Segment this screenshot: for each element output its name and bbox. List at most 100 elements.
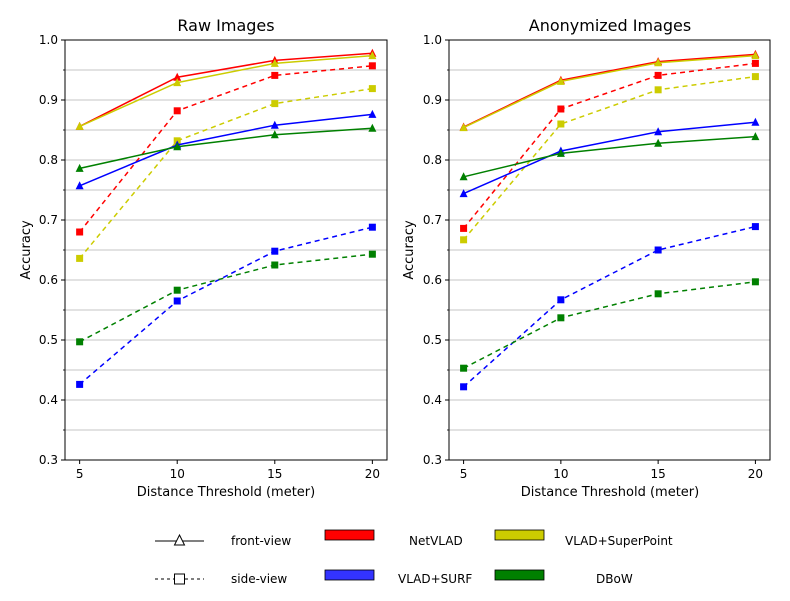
legend: front-view side-view NetVLAD VLAD+SuperP… xyxy=(155,529,673,586)
y-tick-label: 0.6 xyxy=(423,273,442,287)
legend-square-marker xyxy=(174,573,185,585)
square-point xyxy=(460,236,468,244)
anonymized-images-title: Anonymized Images xyxy=(529,16,691,35)
square-point xyxy=(173,286,181,294)
triangle-point xyxy=(556,148,565,157)
y-tick-label: 0.3 xyxy=(39,453,58,467)
legend-dbow-label: DBoW xyxy=(596,572,633,586)
series-line xyxy=(463,121,756,195)
square-point xyxy=(368,62,376,70)
y-tick-label: 0.3 xyxy=(423,453,442,467)
triangle-point xyxy=(751,117,760,126)
anonymized-images-series-vlad-superpoint-front-view xyxy=(459,51,760,132)
square-point xyxy=(751,73,759,81)
square-point xyxy=(557,296,565,304)
square-point xyxy=(368,250,376,258)
x-tick-label: 20 xyxy=(748,467,763,481)
triangle-point xyxy=(270,120,279,129)
raw-images-panel: Raw Images Distance Threshold (meter) Ac… xyxy=(19,16,388,500)
square-point xyxy=(460,383,468,391)
series-line xyxy=(463,135,756,178)
y-tick-label: 0.5 xyxy=(39,333,58,347)
y-tick-label: 0.5 xyxy=(423,333,442,347)
series-line xyxy=(79,54,373,128)
series-line xyxy=(463,281,756,369)
triangle-point xyxy=(459,189,468,198)
series-line xyxy=(79,253,373,343)
y-tick-label: 0.8 xyxy=(423,153,442,167)
triangle-point xyxy=(751,51,760,60)
triangle-point xyxy=(751,132,760,141)
square-point xyxy=(460,364,468,372)
x-tick-label: 10 xyxy=(553,467,568,481)
anonymized-images-series-dbow-side-view xyxy=(460,278,759,372)
square-point xyxy=(173,107,181,115)
anonymized-images-series-vlad-superpoint-side-view xyxy=(460,73,759,244)
legend-netvlad-label: NetVLAD xyxy=(409,534,463,548)
square-point xyxy=(173,297,181,305)
series-line xyxy=(79,65,373,233)
triangle-point xyxy=(368,123,377,132)
square-point xyxy=(271,71,279,79)
legend-side-view: side-view xyxy=(155,572,287,586)
triangle-point xyxy=(75,181,84,190)
triangle-point xyxy=(173,72,182,81)
series-line xyxy=(79,127,373,170)
square-point xyxy=(368,85,376,93)
series-line xyxy=(79,113,373,187)
x-tick-label: 5 xyxy=(76,467,84,481)
raw-images-series-vlad-surf-side-view xyxy=(76,223,376,388)
anonymized-images-grid xyxy=(449,69,770,431)
y-tick-label: 0.9 xyxy=(423,93,442,107)
square-point xyxy=(557,120,565,128)
x-tick-label: 20 xyxy=(365,467,380,481)
x-tick-label: 10 xyxy=(170,467,185,481)
series-line xyxy=(463,53,756,128)
raw-images-series-dbow-front-view xyxy=(75,123,377,172)
triangle-point xyxy=(654,127,663,136)
legend-dbow: DBoW xyxy=(494,569,633,586)
square-point xyxy=(271,261,279,269)
y-tick-label: 0.6 xyxy=(39,273,58,287)
square-point xyxy=(654,86,662,94)
series-line xyxy=(463,54,756,129)
square-point xyxy=(751,59,759,67)
legend-vlad-superpoint: VLAD+SuperPoint xyxy=(494,529,673,548)
legend-vlad-superpoint-label: VLAD+SuperPoint xyxy=(565,534,673,548)
anonymized-images-series-dbow-front-view xyxy=(459,132,760,181)
y-tick-label: 0.9 xyxy=(39,93,58,107)
legend-front-view-label: front-view xyxy=(231,534,291,548)
legend-triangle-marker xyxy=(173,533,186,546)
legend-front-view: front-view xyxy=(155,533,291,548)
legend-vlad-surf: VLAD+SURF xyxy=(324,569,472,586)
square-point xyxy=(654,71,662,79)
triangle-point xyxy=(556,76,565,85)
square-point xyxy=(76,338,84,346)
square-point xyxy=(460,224,468,232)
series-line xyxy=(79,52,373,128)
raw-images-series-netvlad-side-view xyxy=(76,62,376,236)
raw-images-xlabel: Distance Threshold (meter) xyxy=(137,485,315,500)
raw-images-series-vlad-superpoint-front-view xyxy=(75,51,377,130)
legend-netvlad: NetVLAD xyxy=(324,529,463,548)
square-point xyxy=(76,254,84,262)
y-tick-label: 0.4 xyxy=(39,393,58,407)
y-tick-label: 0.7 xyxy=(423,213,442,227)
triangle-point xyxy=(270,130,279,139)
y-tick-label: 0.4 xyxy=(423,393,442,407)
square-point xyxy=(751,223,759,231)
y-tick-label: 0.8 xyxy=(39,153,58,167)
triangle-point xyxy=(270,58,279,67)
triangle-point xyxy=(654,58,663,67)
x-tick-label: 15 xyxy=(267,467,282,481)
square-point xyxy=(654,246,662,254)
square-point xyxy=(368,223,376,231)
raw-images-grid xyxy=(65,69,387,431)
triangle-point xyxy=(368,51,377,60)
legend-side-view-label: side-view xyxy=(231,572,287,586)
legend-vlad-surf-label: VLAD+SURF xyxy=(398,572,472,586)
anonymized-images-panel: Anonymized Images Distance Threshold (me… xyxy=(402,16,771,500)
legend-vlad-superpoint-swatch xyxy=(494,529,545,541)
